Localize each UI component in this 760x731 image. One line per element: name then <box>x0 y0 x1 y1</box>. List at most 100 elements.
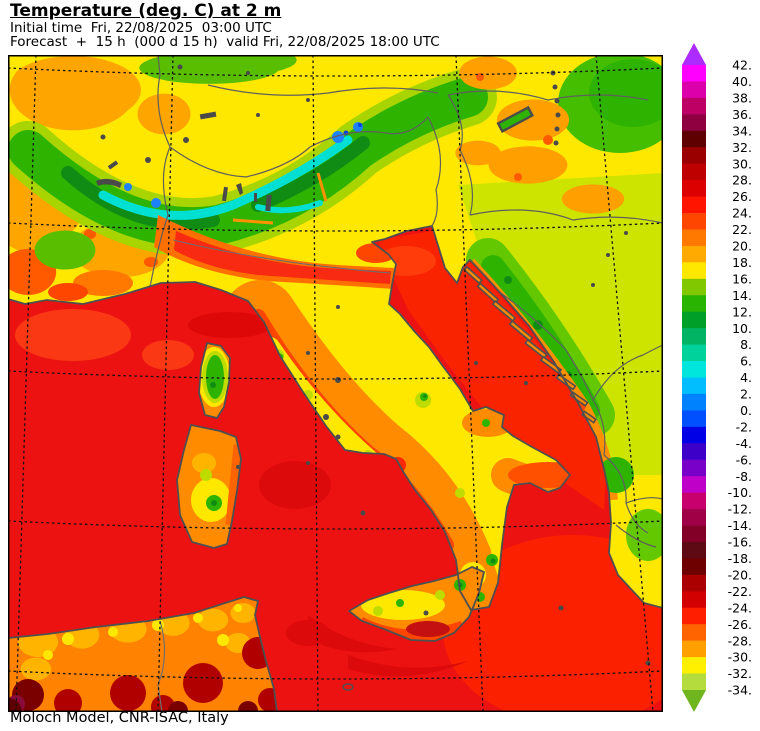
sea-sardinia-se-dark <box>259 461 331 509</box>
terrain-specks <box>100 64 651 666</box>
colorbar-band <box>682 377 706 395</box>
colorbar-band <box>682 147 706 165</box>
colorbar-tick-label: 8. <box>740 337 752 352</box>
colorbar-band <box>682 311 706 329</box>
colorbar-arrow-bottom <box>682 689 706 712</box>
colorbar-band <box>682 295 706 313</box>
sardinia-green-core <box>211 500 217 506</box>
lake-balaton <box>496 105 534 134</box>
alpine-valleys-warm <box>232 172 328 225</box>
provence-hot <box>48 283 88 301</box>
sea-ligurian-dark <box>188 312 272 338</box>
corsica-coast <box>198 342 231 419</box>
colorbar-tick-label: 38. <box>732 90 752 105</box>
colorbar-band <box>682 410 706 428</box>
tunisia-algeria-border <box>157 620 166 712</box>
lakes-layer <box>96 64 651 666</box>
danube-dots <box>550 70 561 146</box>
colorbar-band <box>682 509 706 527</box>
lake-bolsena <box>323 414 329 420</box>
colorbar-tick-label: -20. <box>728 567 752 582</box>
colorbar-tick-label: -6. <box>736 452 752 467</box>
sea-adriatic <box>378 230 606 510</box>
france-region <box>8 55 297 301</box>
alps-cyan-crest <box>98 135 353 220</box>
colorbar-band <box>682 262 706 280</box>
po-valley-red <box>174 231 391 284</box>
colorbar-band <box>682 673 706 691</box>
colorbar-tick-label: 10. <box>732 321 752 336</box>
sicily-green-west <box>396 599 404 607</box>
colorbar-band <box>682 426 706 444</box>
austria-green-core <box>589 59 663 127</box>
sicily-coast <box>348 566 485 642</box>
colorbar-band <box>682 196 706 214</box>
colorbar-tick-label: 18. <box>732 255 752 270</box>
colorbar-tick-label: -4. <box>736 436 752 451</box>
colorbar-tick-label: -34. <box>728 683 752 698</box>
colorbar-tick-label: -26. <box>728 617 752 632</box>
model-credit: Moloch Model, CNR-ISAC, Italy <box>10 710 229 726</box>
colorbar-band <box>682 492 706 510</box>
colorbar-band <box>682 459 706 477</box>
provence-warm <box>73 270 133 296</box>
sardinia-island <box>177 425 241 548</box>
colorbar-tick-label: 22. <box>732 222 752 237</box>
colorbar-tick-label: 6. <box>740 354 752 369</box>
colorbar-tick-label: -32. <box>728 666 752 681</box>
lake-iseo <box>254 193 257 202</box>
africa-dark-red <box>54 637 277 712</box>
colorbar-tick-label: -24. <box>728 600 752 615</box>
sicily-dark-red-patch <box>406 621 450 637</box>
colorbar-band <box>682 657 706 675</box>
colorbar-band <box>682 180 706 198</box>
colorbar-tick-label: 4. <box>740 370 752 385</box>
colorbar-tick-label: 12. <box>732 304 752 319</box>
colorbar-band <box>682 624 706 642</box>
colorbar-band <box>682 65 706 83</box>
lake-maggiore <box>222 186 228 202</box>
colorbar-band <box>682 393 706 411</box>
colorbar-tick-label: 34. <box>732 123 752 138</box>
sea-gulf-of-lion <box>15 309 131 361</box>
colorbar-band <box>682 97 706 115</box>
colorbar-band <box>682 541 706 560</box>
colorbar-band <box>682 130 706 148</box>
france-orange-patches <box>8 56 191 278</box>
temperature-map <box>8 55 663 712</box>
colorbar-band <box>682 574 706 592</box>
colorbar-band <box>682 361 706 379</box>
lake-neuchatel <box>107 160 119 170</box>
colorbar-tick-label: -30. <box>728 650 752 665</box>
country-borders <box>149 55 663 548</box>
corsica-overlays <box>199 347 230 407</box>
colorbar-band <box>682 640 706 658</box>
map-frame <box>8 55 663 712</box>
colorbar-tick-label: -10. <box>728 485 752 500</box>
colorbar-band <box>682 443 706 461</box>
initial-time-line: Initial time Fri, 22/08/2025 03:00 UTC <box>10 20 272 36</box>
lake-como <box>236 183 243 195</box>
sea-pelagie-dark <box>286 620 330 646</box>
colorbar-tick-label: 32. <box>732 140 752 155</box>
colorbar-tick-label: 0. <box>740 403 752 418</box>
croatian-islands <box>463 265 597 424</box>
lake-constance <box>199 111 217 120</box>
colorbar-tick-label: -12. <box>728 502 752 517</box>
colorbar-band <box>682 278 706 296</box>
colorbar-band <box>682 525 706 543</box>
colorbar-band <box>682 229 706 247</box>
colorbar-tick-label: 24. <box>732 206 752 221</box>
corsica-green-core <box>210 382 216 388</box>
political-layer <box>149 55 663 548</box>
colorbar-band <box>682 81 706 99</box>
colorbar-tick-label: -8. <box>736 469 752 484</box>
sardinia-coast <box>176 424 242 549</box>
france-green-hills <box>34 55 297 270</box>
sardinia-east-warm <box>225 444 241 526</box>
colorbar-band <box>682 245 706 263</box>
colorbar-tick-label: -18. <box>728 551 752 566</box>
sicily-yellow-green <box>373 590 445 616</box>
colorbar-tick-label: -14. <box>728 518 752 533</box>
sea-west-corsica <box>142 340 194 370</box>
